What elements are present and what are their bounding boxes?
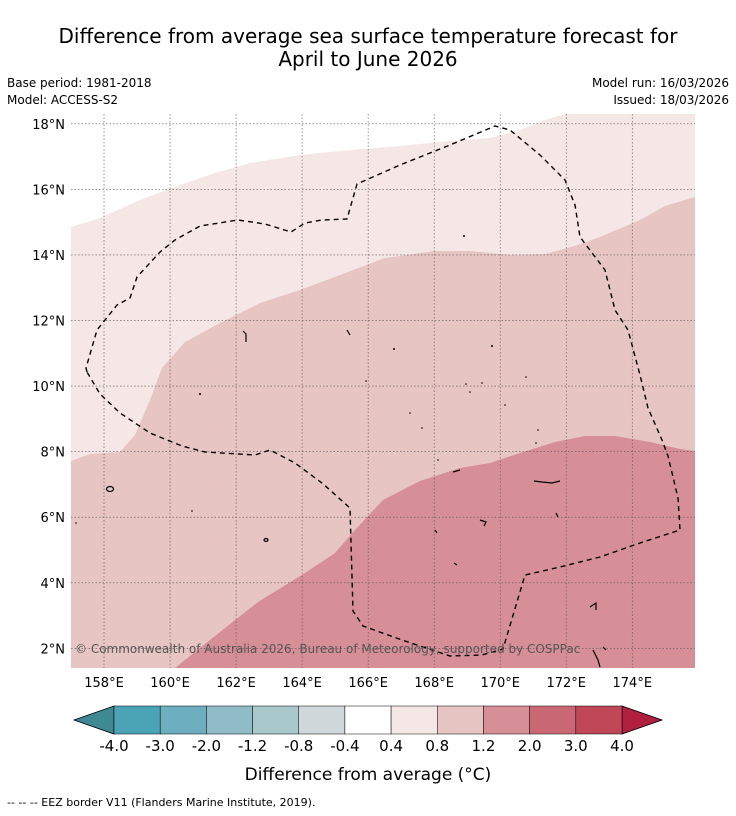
island — [242, 330, 247, 342]
lon-tick-label: 158°E — [84, 676, 124, 691]
colorbar-tick-label: 4.0 — [610, 737, 634, 755]
colorbar-tick-label: -2.0 — [192, 737, 221, 755]
colorbar-tick-label: -0.8 — [284, 737, 313, 755]
colorbar-tick-label: -0.4 — [330, 737, 359, 755]
colorbar-title: Difference from average (°C) — [245, 765, 492, 785]
base-period: Base period: 1981-2018 — [7, 76, 152, 90]
colorbar-segment — [206, 705, 253, 735]
lat-tick-label: 16°N — [32, 183, 65, 198]
island — [592, 649, 601, 668]
lon-tick-label: 168°E — [414, 676, 454, 691]
lon-tick-label: 170°E — [480, 676, 520, 691]
lon-tick-label: 164°E — [282, 676, 322, 691]
lon-tick-label: 174°E — [613, 676, 653, 691]
lon-tick-label: 160°E — [150, 676, 190, 691]
islands — [105, 329, 607, 668]
islet — [504, 404, 506, 406]
islet — [469, 391, 471, 393]
lat-tick-label: 8°N — [41, 446, 66, 461]
lat-tick-label: 18°N — [32, 118, 65, 133]
issued-date: Issued: 18/03/2026 — [613, 93, 729, 107]
islet — [199, 393, 201, 395]
islet — [463, 235, 465, 237]
footer-note: -- -- -- EEZ border V11 (Flanders Marine… — [7, 796, 316, 809]
colorbar-extend-low — [72, 705, 115, 735]
colorbar-segment — [252, 705, 299, 735]
colorbar-segment — [113, 705, 161, 735]
islet — [393, 348, 395, 350]
lon-tick-label: 172°E — [546, 676, 586, 691]
lat-tick-label: 10°N — [32, 380, 65, 395]
chart-title-line2: April to June 2026 — [278, 47, 458, 71]
island — [479, 519, 487, 527]
colorbar-segment — [159, 705, 207, 735]
island — [346, 329, 351, 336]
lon-tick-label: 162°E — [216, 676, 256, 691]
graticule — [71, 114, 695, 668]
colorbar-segment — [390, 705, 438, 735]
meta-right: Model run: 16/03/2026 Issued: 18/03/2026 — [592, 75, 729, 109]
island — [263, 537, 269, 543]
y-axis: 18°N 16°N 14°N 12°N 10°N 8°N 6°N 4°N 2°N — [32, 118, 65, 657]
island — [453, 562, 458, 566]
islet — [465, 383, 467, 385]
colorbar-segment — [575, 705, 623, 735]
lat-tick-label: 14°N — [32, 249, 65, 264]
colorbar-segment — [344, 705, 392, 735]
map-plot: © Commonwealth of Australia 2026, Bureau… — [71, 114, 695, 668]
islet — [535, 442, 537, 444]
colorbar-tick-label: 1.2 — [472, 737, 496, 755]
colorbar-tick-label: 0.8 — [425, 737, 449, 755]
islet — [365, 380, 367, 382]
model-name: Model: ACCESS-S2 — [7, 93, 119, 107]
colorbar-tick-label: -3.0 — [146, 737, 175, 755]
x-axis: 158°E 160°E 162°E 164°E 166°E 168°E 170°E 172°E… — [84, 676, 652, 691]
island — [555, 512, 559, 518]
colorbar-segment — [483, 705, 530, 735]
island — [589, 601, 597, 610]
lat-tick-label: 2°N — [41, 642, 66, 657]
colorbar-tick-label: -4.0 — [99, 737, 128, 755]
colorbar-segment — [437, 705, 484, 735]
colorbar-segment — [298, 705, 346, 735]
islet — [491, 345, 493, 347]
island — [452, 469, 461, 473]
colorbar-tick-label: 0.4 — [379, 737, 403, 755]
islet — [409, 412, 411, 414]
islet — [437, 459, 439, 461]
islet — [537, 429, 539, 431]
meta-left: Base period: 1981-2018 Model: ACCESS-S2 — [7, 75, 152, 109]
colorbar-tick-label: 2.0 — [518, 737, 542, 755]
colorbar: -4.0 -3.0 -2.0 -1.2 -0.8 -0.4 0.4 0.8 1.2 2.0 3.0 4… — [72, 705, 664, 755]
colorbar-extend-high — [621, 705, 664, 735]
colorbar-segment — [529, 705, 577, 735]
island — [105, 485, 115, 493]
eez-border — [85, 125, 681, 657]
islet — [75, 522, 77, 524]
island — [602, 646, 607, 651]
small-islands — [75, 235, 539, 524]
colorbar-tick-label: -1.2 — [238, 737, 267, 755]
lon-tick-label: 166°E — [348, 676, 388, 691]
lat-tick-label: 6°N — [41, 511, 66, 526]
island — [533, 480, 561, 484]
copyright-text: © Commonwealth of Australia 2026, Bureau… — [75, 642, 580, 656]
chart-title-line1: Difference from average sea surface temp… — [58, 24, 678, 48]
colorbar-tick-label: 3.0 — [564, 737, 588, 755]
islet — [481, 382, 483, 384]
anomaly-band-1_2-2_0 — [175, 436, 695, 668]
island — [434, 529, 438, 534]
islet — [525, 376, 527, 378]
islet — [191, 510, 193, 512]
lat-tick-label: 4°N — [41, 577, 66, 592]
islet — [421, 427, 423, 429]
model-run: Model run: 16/03/2026 — [591, 76, 729, 90]
lat-tick-label: 12°N — [32, 315, 65, 330]
